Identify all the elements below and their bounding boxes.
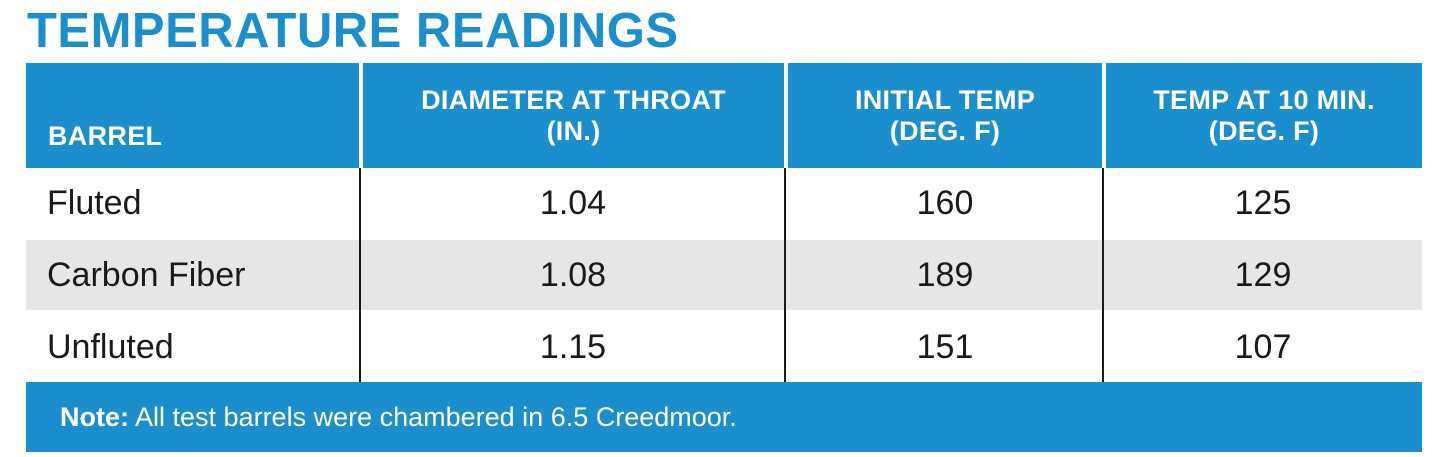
header-divider <box>784 63 788 168</box>
cell-initial-temp: 189 <box>916 256 974 294</box>
column-divider <box>1102 168 1104 382</box>
cell-barrel: Unfluted <box>47 328 174 366</box>
cell-temp-10min: 129 <box>1234 256 1292 294</box>
table-header: BARREL DIAMETER AT THROAT (IN.) INITIAL … <box>26 63 1422 168</box>
table-row: Carbon Fiber 1.08 189 129 <box>26 240 1422 310</box>
header-barrel-label: BARREL <box>48 121 163 151</box>
temperature-table: BARREL DIAMETER AT THROAT (IN.) INITIAL … <box>26 63 1422 452</box>
header-diameter: DIAMETER AT THROAT (IN.) <box>363 63 784 168</box>
header-diameter-line2: (IN.) <box>546 115 601 146</box>
note-text: All test barrels were chambered in 6.5 C… <box>129 402 737 432</box>
column-divider <box>784 168 786 382</box>
header-temp-10min-line2: (DEG. F) <box>1208 115 1320 146</box>
page-title: TEMPERATURE READINGS <box>27 4 679 58</box>
cell-temp-10min: 107 <box>1234 328 1292 366</box>
cell-diameter: 1.15 <box>539 328 607 366</box>
header-divider <box>359 63 363 168</box>
note-label: Note: <box>60 402 129 432</box>
header-diameter-line1: DIAMETER AT THROAT <box>421 84 726 115</box>
cell-barrel: Fluted <box>47 184 142 222</box>
table-row: Fluted 1.04 160 125 <box>26 168 1422 238</box>
cell-initial-temp: 160 <box>916 184 974 222</box>
cell-diameter: 1.04 <box>539 184 607 222</box>
header-initial-temp-line2: (DEG. F) <box>889 115 1001 146</box>
table-note: Note: All test barrels were chambered in… <box>26 382 1422 452</box>
cell-temp-10min: 125 <box>1234 184 1292 222</box>
header-barrel: BARREL <box>26 63 359 168</box>
cell-diameter: 1.08 <box>539 256 607 294</box>
header-initial-temp-line1: INITIAL TEMP <box>854 84 1036 115</box>
header-initial-temp: INITIAL TEMP (DEG. F) <box>788 63 1102 168</box>
table-row: Unfluted 1.15 151 107 <box>26 312 1422 382</box>
header-temp-10min-line1: TEMP AT 10 MIN. <box>1153 84 1375 115</box>
cell-initial-temp: 151 <box>916 328 974 366</box>
cell-barrel: Carbon Fiber <box>47 256 246 294</box>
column-divider <box>359 168 361 382</box>
header-divider <box>1102 63 1106 168</box>
header-temp-10min: TEMP AT 10 MIN. (DEG. F) <box>1106 63 1422 168</box>
